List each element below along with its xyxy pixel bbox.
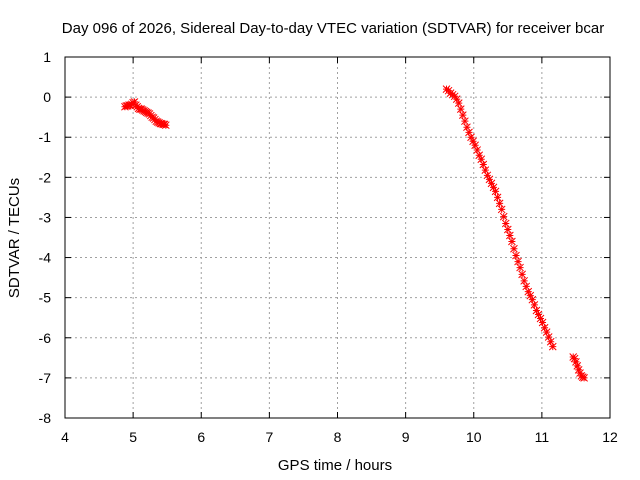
data-point xyxy=(530,301,539,309)
chart-title: Day 096 of 2026, Sidereal Day-to-day VTE… xyxy=(62,20,604,37)
data-point xyxy=(456,105,465,113)
y-tick-label: -3 xyxy=(39,209,52,225)
y-tick-label: -8 xyxy=(39,410,52,426)
y-tick-label: -6 xyxy=(39,330,52,346)
data-point xyxy=(452,95,461,103)
data-point xyxy=(540,323,549,332)
data-point xyxy=(493,193,502,202)
data-point xyxy=(458,111,467,120)
data-point xyxy=(538,318,547,327)
data-point xyxy=(580,374,588,382)
data-point xyxy=(518,270,526,279)
data-point xyxy=(570,354,579,363)
data-point xyxy=(526,291,535,300)
data-point xyxy=(471,141,479,150)
data-point xyxy=(524,287,533,296)
data-point xyxy=(510,244,518,253)
data-point xyxy=(572,357,580,366)
data-point xyxy=(487,179,496,188)
data-point xyxy=(534,310,543,319)
x-tick-label: 11 xyxy=(535,429,550,445)
x-tick-label: 10 xyxy=(466,429,482,445)
y-tick-label: 0 xyxy=(43,89,51,105)
grid-lines xyxy=(65,57,610,418)
y-tick-label: -1 xyxy=(39,129,52,145)
data-point xyxy=(469,137,477,146)
y-tick-labels: 1 0 -1 -2 -3 -4 -5 -6 -7 -8 xyxy=(39,49,52,426)
data-point xyxy=(546,337,555,346)
y-tick-label: -4 xyxy=(39,250,52,266)
data-point xyxy=(467,133,475,142)
data-point xyxy=(497,205,506,214)
data-point xyxy=(532,306,541,315)
data-point xyxy=(450,92,459,101)
y-tick-label: -2 xyxy=(39,169,52,185)
data-point xyxy=(522,282,531,291)
y-axis-label: SDTVAR / TECUs xyxy=(6,178,23,298)
data-point xyxy=(516,263,524,272)
y-tick-label: -7 xyxy=(39,370,52,386)
data-point xyxy=(542,328,551,337)
data-point xyxy=(473,146,482,154)
data-point xyxy=(461,117,469,126)
data-point xyxy=(528,295,537,304)
data-point xyxy=(506,231,514,240)
data-point xyxy=(477,155,486,164)
x-tick-label: 5 xyxy=(129,429,137,445)
data-point xyxy=(465,128,473,137)
y-tick-label: -5 xyxy=(39,290,52,306)
data-point xyxy=(576,369,584,377)
x-axis-label: GPS time / hours xyxy=(278,457,392,474)
data-point xyxy=(548,342,557,351)
x-tick-label: 12 xyxy=(602,429,618,445)
data-point xyxy=(489,183,498,192)
data-point xyxy=(483,171,492,180)
data-point xyxy=(499,212,508,221)
axis-ticks xyxy=(64,56,611,419)
data-point xyxy=(544,333,553,341)
data-points xyxy=(121,85,588,382)
data-point xyxy=(475,151,484,160)
data-point xyxy=(485,175,494,184)
x-tick-label: 6 xyxy=(197,429,205,445)
data-point xyxy=(574,366,583,374)
x-tick-labels: 4 5 6 7 8 9 10 11 12 xyxy=(61,429,618,445)
data-point xyxy=(495,199,504,208)
data-point xyxy=(520,276,529,285)
data-point xyxy=(501,219,510,228)
data-point xyxy=(454,99,463,107)
data-point xyxy=(463,123,471,132)
data-point xyxy=(161,121,170,130)
data-point xyxy=(512,251,520,260)
x-tick-label: 4 xyxy=(61,429,69,445)
y-tick-label: 1 xyxy=(43,49,51,65)
data-point xyxy=(536,314,545,323)
data-point xyxy=(479,160,488,169)
data-point xyxy=(508,237,516,246)
data-point xyxy=(130,98,139,106)
x-tick-label: 8 xyxy=(334,429,342,445)
data-point xyxy=(491,187,500,196)
x-tick-label: 7 xyxy=(265,429,273,445)
data-point xyxy=(573,362,582,370)
data-point xyxy=(514,257,522,266)
data-point xyxy=(481,166,490,174)
x-tick-label: 9 xyxy=(402,429,410,445)
data-point xyxy=(503,225,512,234)
